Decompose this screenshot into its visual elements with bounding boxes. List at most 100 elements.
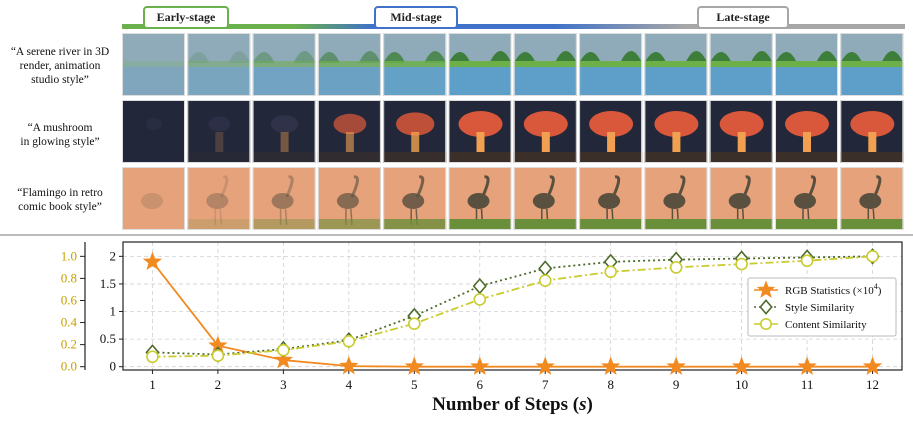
thumbnail-river: [644, 33, 708, 96]
thumbnail-flamingo: [252, 167, 316, 230]
thumbnail-bg: [187, 167, 251, 230]
mushroom-cap: [719, 111, 764, 137]
data-point-star: [470, 356, 490, 375]
thumbnail-river: [775, 33, 838, 96]
thumbnail-border: [709, 167, 773, 230]
flamingo-body: [663, 193, 686, 209]
thumbnail-grid: [122, 33, 904, 230]
prompt-line: in glowing style”: [20, 136, 100, 148]
legend-label: RGB Statistics (×104): [785, 282, 882, 297]
thumbnail-border: [579, 33, 643, 96]
thumbnail-mushroom: [579, 100, 643, 163]
river-water: [383, 67, 447, 96]
flamingo-neck: [481, 175, 490, 198]
data-point-circle: [735, 257, 748, 271]
flamingo-neck: [350, 175, 359, 198]
thumbnail-mushroom: [187, 100, 251, 163]
data-point-circle: [800, 254, 814, 268]
data-point-star: [666, 356, 686, 375]
river-trees-left: [775, 52, 797, 63]
flamingo-body: [141, 193, 163, 209]
line-chart: 0.00.20.40.60.81.000.511.521 2 3 4 5 6 7 8 9 10 11…: [61, 241, 903, 415]
stage-label-mid: Mid-stage: [374, 6, 458, 29]
thumbnail-border: [383, 33, 447, 96]
stage-label-late: Late-stage: [697, 6, 789, 29]
thumbnail-river: [383, 33, 447, 96]
x-axis-tick-label: 6: [477, 377, 484, 392]
river-trees-left: [383, 52, 406, 63]
mushroom-stem: [607, 132, 616, 152]
river-trees-left: [709, 52, 732, 63]
mushroom-stem: [476, 132, 485, 152]
mushroom-cap: [523, 111, 568, 137]
data-point-star: [756, 280, 776, 298]
river-bank: [448, 61, 512, 67]
flamingo-body: [598, 193, 621, 209]
data-point-diamond: [538, 260, 553, 277]
mushroom-ground: [579, 152, 643, 163]
river-bank: [383, 61, 447, 67]
left-axis-tick-label: 1.0: [61, 248, 77, 263]
mushroom-cap: [396, 112, 435, 136]
thumbnail-border: [840, 100, 904, 163]
river-water: [709, 67, 773, 96]
x-axis-tick-label: 7: [542, 377, 549, 392]
thumbnail-border: [317, 100, 381, 163]
x-axis-tick-label: 5: [411, 377, 418, 392]
legend-label: Content Similarity: [785, 319, 867, 331]
left-axis-tick-label: 0.6: [61, 292, 78, 307]
data-point-star: [601, 356, 621, 375]
river-bank: [840, 61, 904, 67]
flamingo-grass: [644, 219, 708, 230]
mushroom-cap: [654, 111, 699, 137]
thumbnail-flamingo: [317, 167, 381, 230]
mushroom-ground: [513, 152, 577, 163]
river-water: [317, 67, 381, 96]
x-axis-tick-label: 10: [735, 377, 748, 392]
mushroom-cap: [458, 111, 503, 137]
data-point-diamond: [472, 277, 487, 295]
thumbnail-mushroom: [775, 100, 838, 163]
flamingo-neck: [807, 175, 816, 198]
flamingo-neck: [546, 175, 555, 198]
mushroom-ground: [252, 152, 316, 163]
thumbnail-flamingo: [775, 167, 838, 230]
thumbnail-flamingo: [840, 167, 904, 230]
thumbnail-river: [252, 33, 316, 96]
x-axis-title-text: Number of Steps (: [432, 394, 579, 415]
data-point-star: [273, 349, 294, 369]
thumbnail-border: [448, 167, 512, 230]
river-water: [448, 67, 512, 96]
flamingo-neck: [677, 175, 686, 198]
mushroom-stem: [737, 132, 746, 152]
left-axis-tick-label: 0.2: [61, 337, 77, 352]
mushroom-ground: [775, 152, 838, 163]
x-axis-tick-label: 1: [149, 377, 156, 392]
data-point-circle: [759, 317, 773, 331]
thumbnail-border: [775, 167, 838, 230]
thumbnail-mushroom: [383, 100, 447, 163]
data-point-diamond: [759, 299, 773, 315]
river-trees-left: [317, 52, 340, 63]
data-point-star: [142, 251, 163, 271]
thumbnail-border: [644, 100, 708, 163]
thumbnail-border: [187, 100, 251, 163]
river-trees-left: [187, 52, 210, 63]
thumbnail-border: [252, 167, 316, 230]
stage-progress-bar: [122, 24, 905, 29]
flamingo-body: [336, 193, 359, 209]
flamingo-grass: [317, 219, 381, 230]
mushroom-ground: [644, 152, 708, 163]
mushroom-cap: [589, 111, 634, 137]
thumbnail-border: [579, 167, 643, 230]
mushroom-stem: [672, 132, 681, 152]
data-point-circle: [342, 335, 356, 348]
river-bank: [252, 61, 316, 67]
prompt-river: “A serene river in 3D render, animation …: [0, 45, 120, 87]
left-axis-tick-label: 0.0: [61, 359, 77, 374]
river-trees-right: [685, 51, 708, 63]
mushroom-ground: [709, 152, 773, 163]
flamingo-grass: [513, 219, 577, 230]
thumbnail-border: [579, 100, 643, 163]
thumbnail-river: [187, 33, 251, 96]
